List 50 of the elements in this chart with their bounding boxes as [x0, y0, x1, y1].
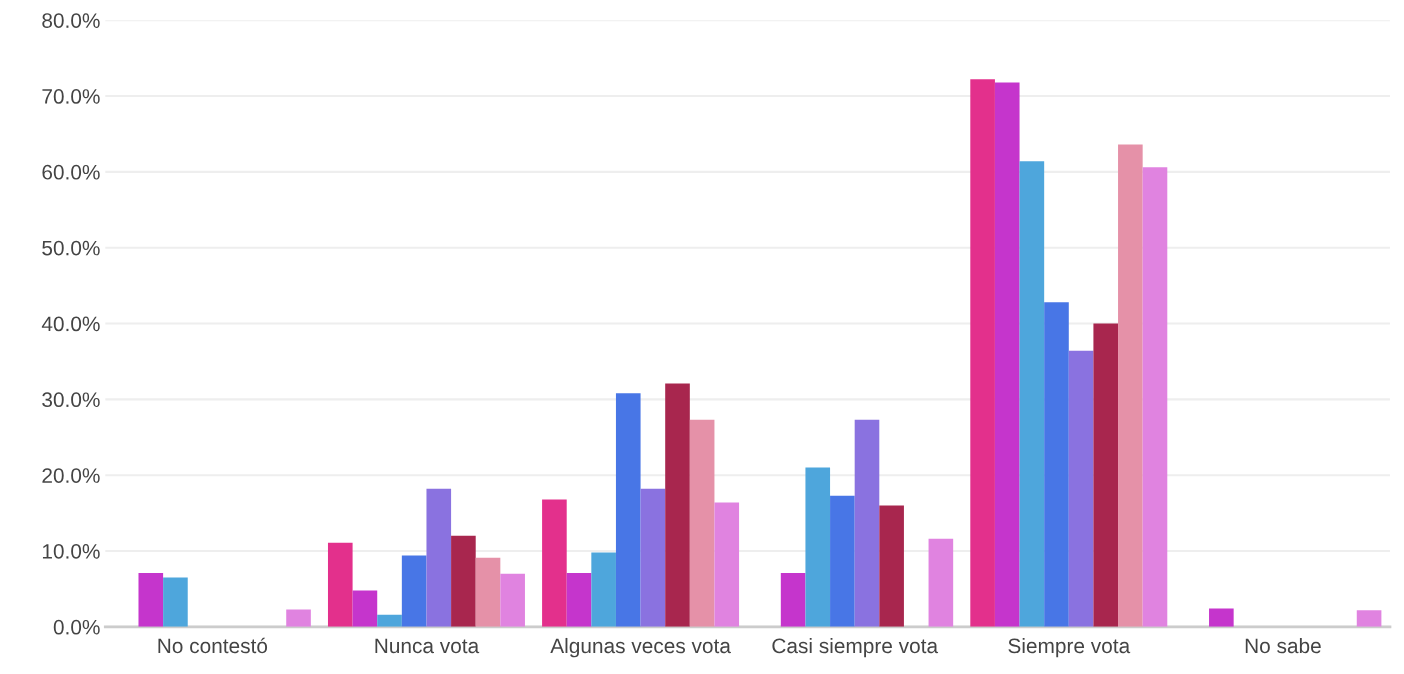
bar — [352, 590, 378, 627]
x-tick-label: Casi siempre vota — [772, 637, 939, 658]
y-tick-label: 0.0% — [53, 619, 100, 635]
bar — [500, 573, 525, 627]
bar — [1044, 302, 1069, 627]
bar — [1118, 144, 1143, 627]
y-tick-label: 10.0% — [42, 544, 100, 559]
bar — [928, 538, 954, 627]
bar — [377, 614, 402, 627]
x-tick-label: Nunca vota — [375, 638, 480, 654]
y-tick-label: 60.0% — [42, 164, 100, 180]
bar — [615, 393, 641, 627]
bar — [327, 542, 353, 627]
bar — [1356, 610, 1382, 627]
bar — [163, 577, 188, 627]
bar — [401, 555, 427, 627]
x-tick-label: Algunas veces vota — [550, 637, 731, 658]
bar — [805, 467, 831, 627]
y-tick-label: 80.0% — [42, 13, 100, 28]
y-tick-label: 50.0% — [42, 240, 100, 256]
bar — [830, 495, 855, 627]
x-tick-label: No sabe — [1245, 637, 1321, 654]
bar — [879, 505, 904, 627]
bar — [286, 609, 311, 627]
bar — [591, 552, 616, 627]
bar — [451, 535, 476, 627]
bar — [138, 572, 164, 627]
y-tick-label: 40.0% — [41, 316, 100, 332]
bar — [714, 502, 740, 627]
y-tick-label: 30.0% — [42, 392, 100, 408]
bar — [1209, 608, 1234, 627]
bar — [970, 79, 995, 627]
bar — [1142, 167, 1168, 627]
bar — [780, 572, 806, 627]
bar — [640, 488, 666, 627]
bar — [426, 488, 452, 627]
x-tick-label: No contestó — [158, 637, 268, 654]
y-tick-label: 70.0% — [42, 89, 100, 104]
bar — [566, 572, 592, 627]
bar — [475, 557, 501, 627]
bar — [1019, 161, 1045, 627]
bar — [542, 499, 567, 627]
bar — [689, 419, 715, 627]
bar — [1068, 350, 1094, 627]
bar — [854, 419, 880, 627]
y-tick-label: 20.0% — [42, 468, 100, 483]
bar — [1093, 323, 1119, 627]
x-tick-label: Siempre vota — [1008, 637, 1131, 658]
bar — [994, 82, 1020, 627]
bar — [665, 383, 690, 627]
